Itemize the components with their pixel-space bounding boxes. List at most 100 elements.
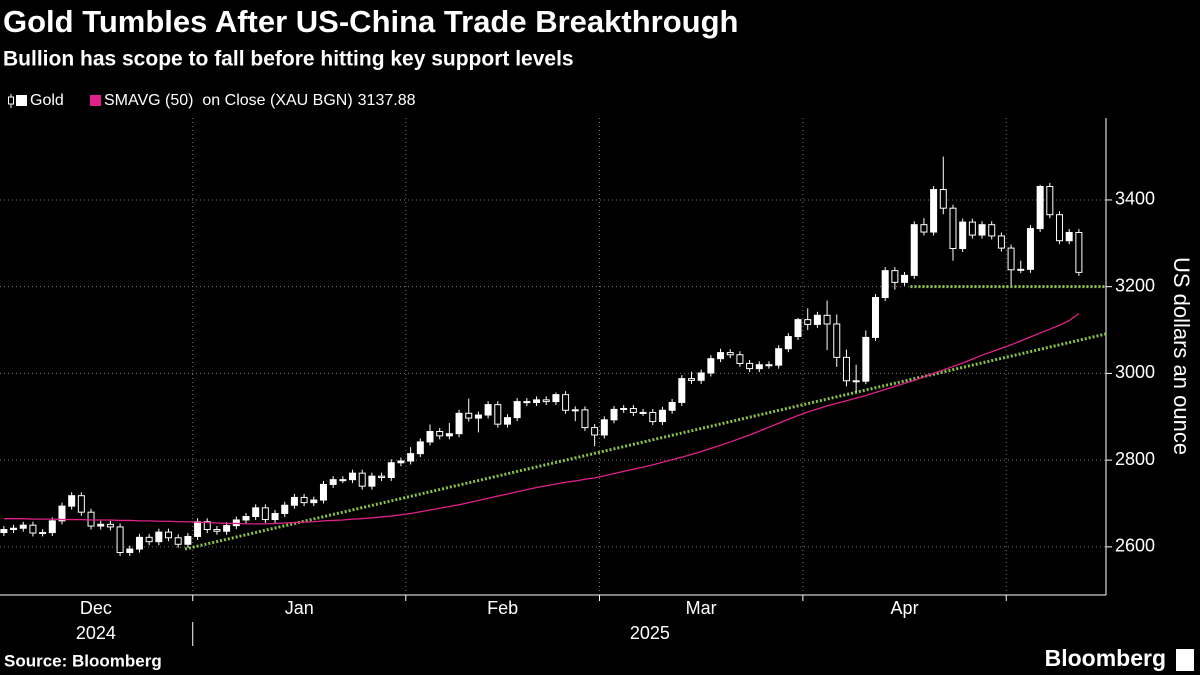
candle-body	[930, 189, 938, 233]
candle-body	[687, 378, 695, 381]
candle-body	[581, 409, 589, 429]
candle-body	[281, 504, 289, 514]
candle-body	[165, 531, 173, 539]
candle-body	[271, 512, 279, 521]
candle-body	[368, 475, 376, 487]
year-label: 2025	[630, 623, 670, 643]
y-tick-label: 3000	[1115, 362, 1155, 382]
candle-body	[77, 495, 85, 513]
brand-logo: Bloomberg	[1045, 645, 1166, 671]
candle-body	[591, 427, 599, 436]
source: Source: Bloomberg	[4, 651, 162, 670]
candle-body	[968, 221, 976, 236]
candle-body	[1017, 268, 1025, 271]
candle-body	[174, 537, 182, 545]
candle-body	[387, 462, 395, 478]
candle-body	[484, 404, 492, 416]
candle-body	[852, 380, 860, 383]
candle-body	[920, 224, 928, 233]
candle-body	[416, 441, 424, 455]
candle-body	[736, 354, 744, 364]
candle-body	[862, 336, 870, 382]
candle-body	[1026, 228, 1034, 270]
candle-body	[203, 521, 211, 531]
x-tick-label: Feb	[487, 598, 518, 618]
legend-label: SMAVG (50) on Close (XAU BGN) 3137.88	[104, 92, 416, 109]
candle-body	[891, 270, 899, 283]
moving-average-line	[3, 313, 1080, 525]
candle-body	[1056, 214, 1064, 242]
candle-body	[562, 394, 570, 411]
candle-body	[1007, 247, 1015, 271]
candle-body	[804, 319, 812, 325]
candle-body	[349, 472, 357, 481]
y-tick-label: 3200	[1115, 275, 1155, 295]
candle-body	[775, 348, 783, 366]
candle-body	[658, 409, 666, 423]
candle-body	[155, 531, 163, 543]
candle-body	[58, 505, 66, 522]
candle-body	[668, 401, 676, 411]
candle-body	[678, 378, 686, 403]
candle-body	[997, 235, 1005, 249]
candle-body	[242, 516, 250, 521]
legend-swatch	[90, 95, 101, 106]
candle-body	[135, 536, 143, 550]
candle-body	[552, 394, 560, 403]
candle-body	[68, 495, 76, 507]
candle-body	[106, 523, 114, 528]
candle-body	[48, 520, 56, 534]
candle-body	[223, 525, 231, 532]
candle-body	[503, 417, 511, 425]
candle-body	[1046, 186, 1054, 216]
candle-body	[319, 483, 327, 501]
y-tick-label: 2600	[1115, 536, 1155, 556]
y-axis-label: US dollars an ounce	[1169, 257, 1194, 455]
candle-body	[649, 411, 657, 423]
candle-body	[494, 404, 502, 425]
candle-body	[901, 274, 909, 283]
candle-body	[194, 521, 202, 537]
candle-body	[939, 189, 947, 209]
trendline	[184, 332, 1107, 551]
candle-body	[339, 479, 347, 482]
candle-body	[19, 524, 27, 529]
x-tick-label: Apr	[891, 598, 919, 618]
candle-body	[397, 460, 405, 464]
candle-body	[717, 352, 725, 360]
chart-subtitle: Bullion has scope to fall before hitting…	[3, 48, 574, 71]
candle-body	[620, 408, 628, 411]
candle-body	[445, 433, 453, 437]
brand-icon	[1176, 649, 1194, 671]
candle-body	[252, 507, 260, 518]
candle-body	[726, 352, 734, 356]
candle-body	[329, 479, 337, 485]
legend-swatch	[16, 95, 27, 106]
chart-title: Gold Tumbles After US-China Trade Breakt…	[3, 4, 738, 39]
candle-body	[523, 401, 531, 404]
candle-body	[300, 496, 308, 504]
legend-candle-icon	[8, 96, 14, 105]
candle-body	[765, 364, 773, 367]
candle-body	[29, 524, 37, 534]
candle-body	[358, 472, 366, 487]
candle-body	[116, 526, 124, 554]
candle-body	[542, 399, 550, 403]
candle-body	[978, 224, 986, 236]
candle-body	[639, 411, 647, 414]
y-tick-label: 2800	[1115, 449, 1155, 469]
candle-body	[881, 270, 889, 299]
x-tick-label: Mar	[686, 598, 717, 618]
candle-body	[378, 475, 386, 478]
year-label: 2024	[76, 623, 116, 643]
candle-body	[571, 409, 579, 412]
candle-body	[610, 408, 618, 421]
candle-body	[697, 372, 705, 381]
candle-body	[0, 529, 8, 534]
candle-body	[784, 336, 792, 350]
candle-body	[842, 356, 850, 382]
candle-body	[988, 224, 996, 237]
candle-body	[872, 297, 880, 338]
candle-body	[629, 408, 637, 413]
